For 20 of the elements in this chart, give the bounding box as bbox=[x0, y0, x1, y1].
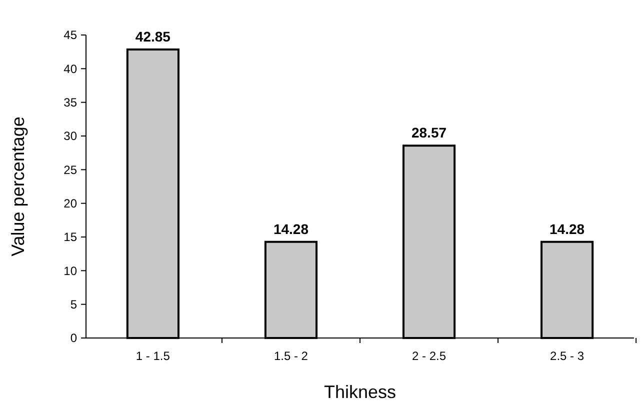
y-tick-label: 25 bbox=[64, 162, 78, 177]
x-tick-label: 1.5 - 2 bbox=[274, 349, 308, 363]
x-axis-title: Thikness bbox=[324, 382, 396, 402]
y-tick-label: 30 bbox=[64, 129, 78, 144]
y-tick-label: 15 bbox=[64, 230, 78, 244]
y-tick-label: 5 bbox=[70, 298, 78, 312]
data-label: 14.28 bbox=[273, 220, 309, 237]
x-tick-label: 1 - 1.5 bbox=[136, 349, 170, 363]
y-tick-label: 45 bbox=[64, 28, 78, 42]
y-tick-label: 40 bbox=[64, 62, 78, 76]
data-label: 42.85 bbox=[135, 28, 171, 44]
data-label: 14.28 bbox=[550, 220, 585, 237]
x-tick-label: 2 - 2.5 bbox=[412, 349, 446, 363]
data-label: 28.57 bbox=[411, 124, 447, 141]
y-tick-label: 0 bbox=[70, 331, 78, 346]
y-axis-title: Value percentage bbox=[8, 116, 28, 256]
y-tick-label: 20 bbox=[64, 196, 78, 211]
y-tick-label: 35 bbox=[64, 96, 78, 110]
y-tick-label: 10 bbox=[64, 264, 78, 278]
x-tick-label: 2.5 - 3 bbox=[550, 349, 584, 363]
